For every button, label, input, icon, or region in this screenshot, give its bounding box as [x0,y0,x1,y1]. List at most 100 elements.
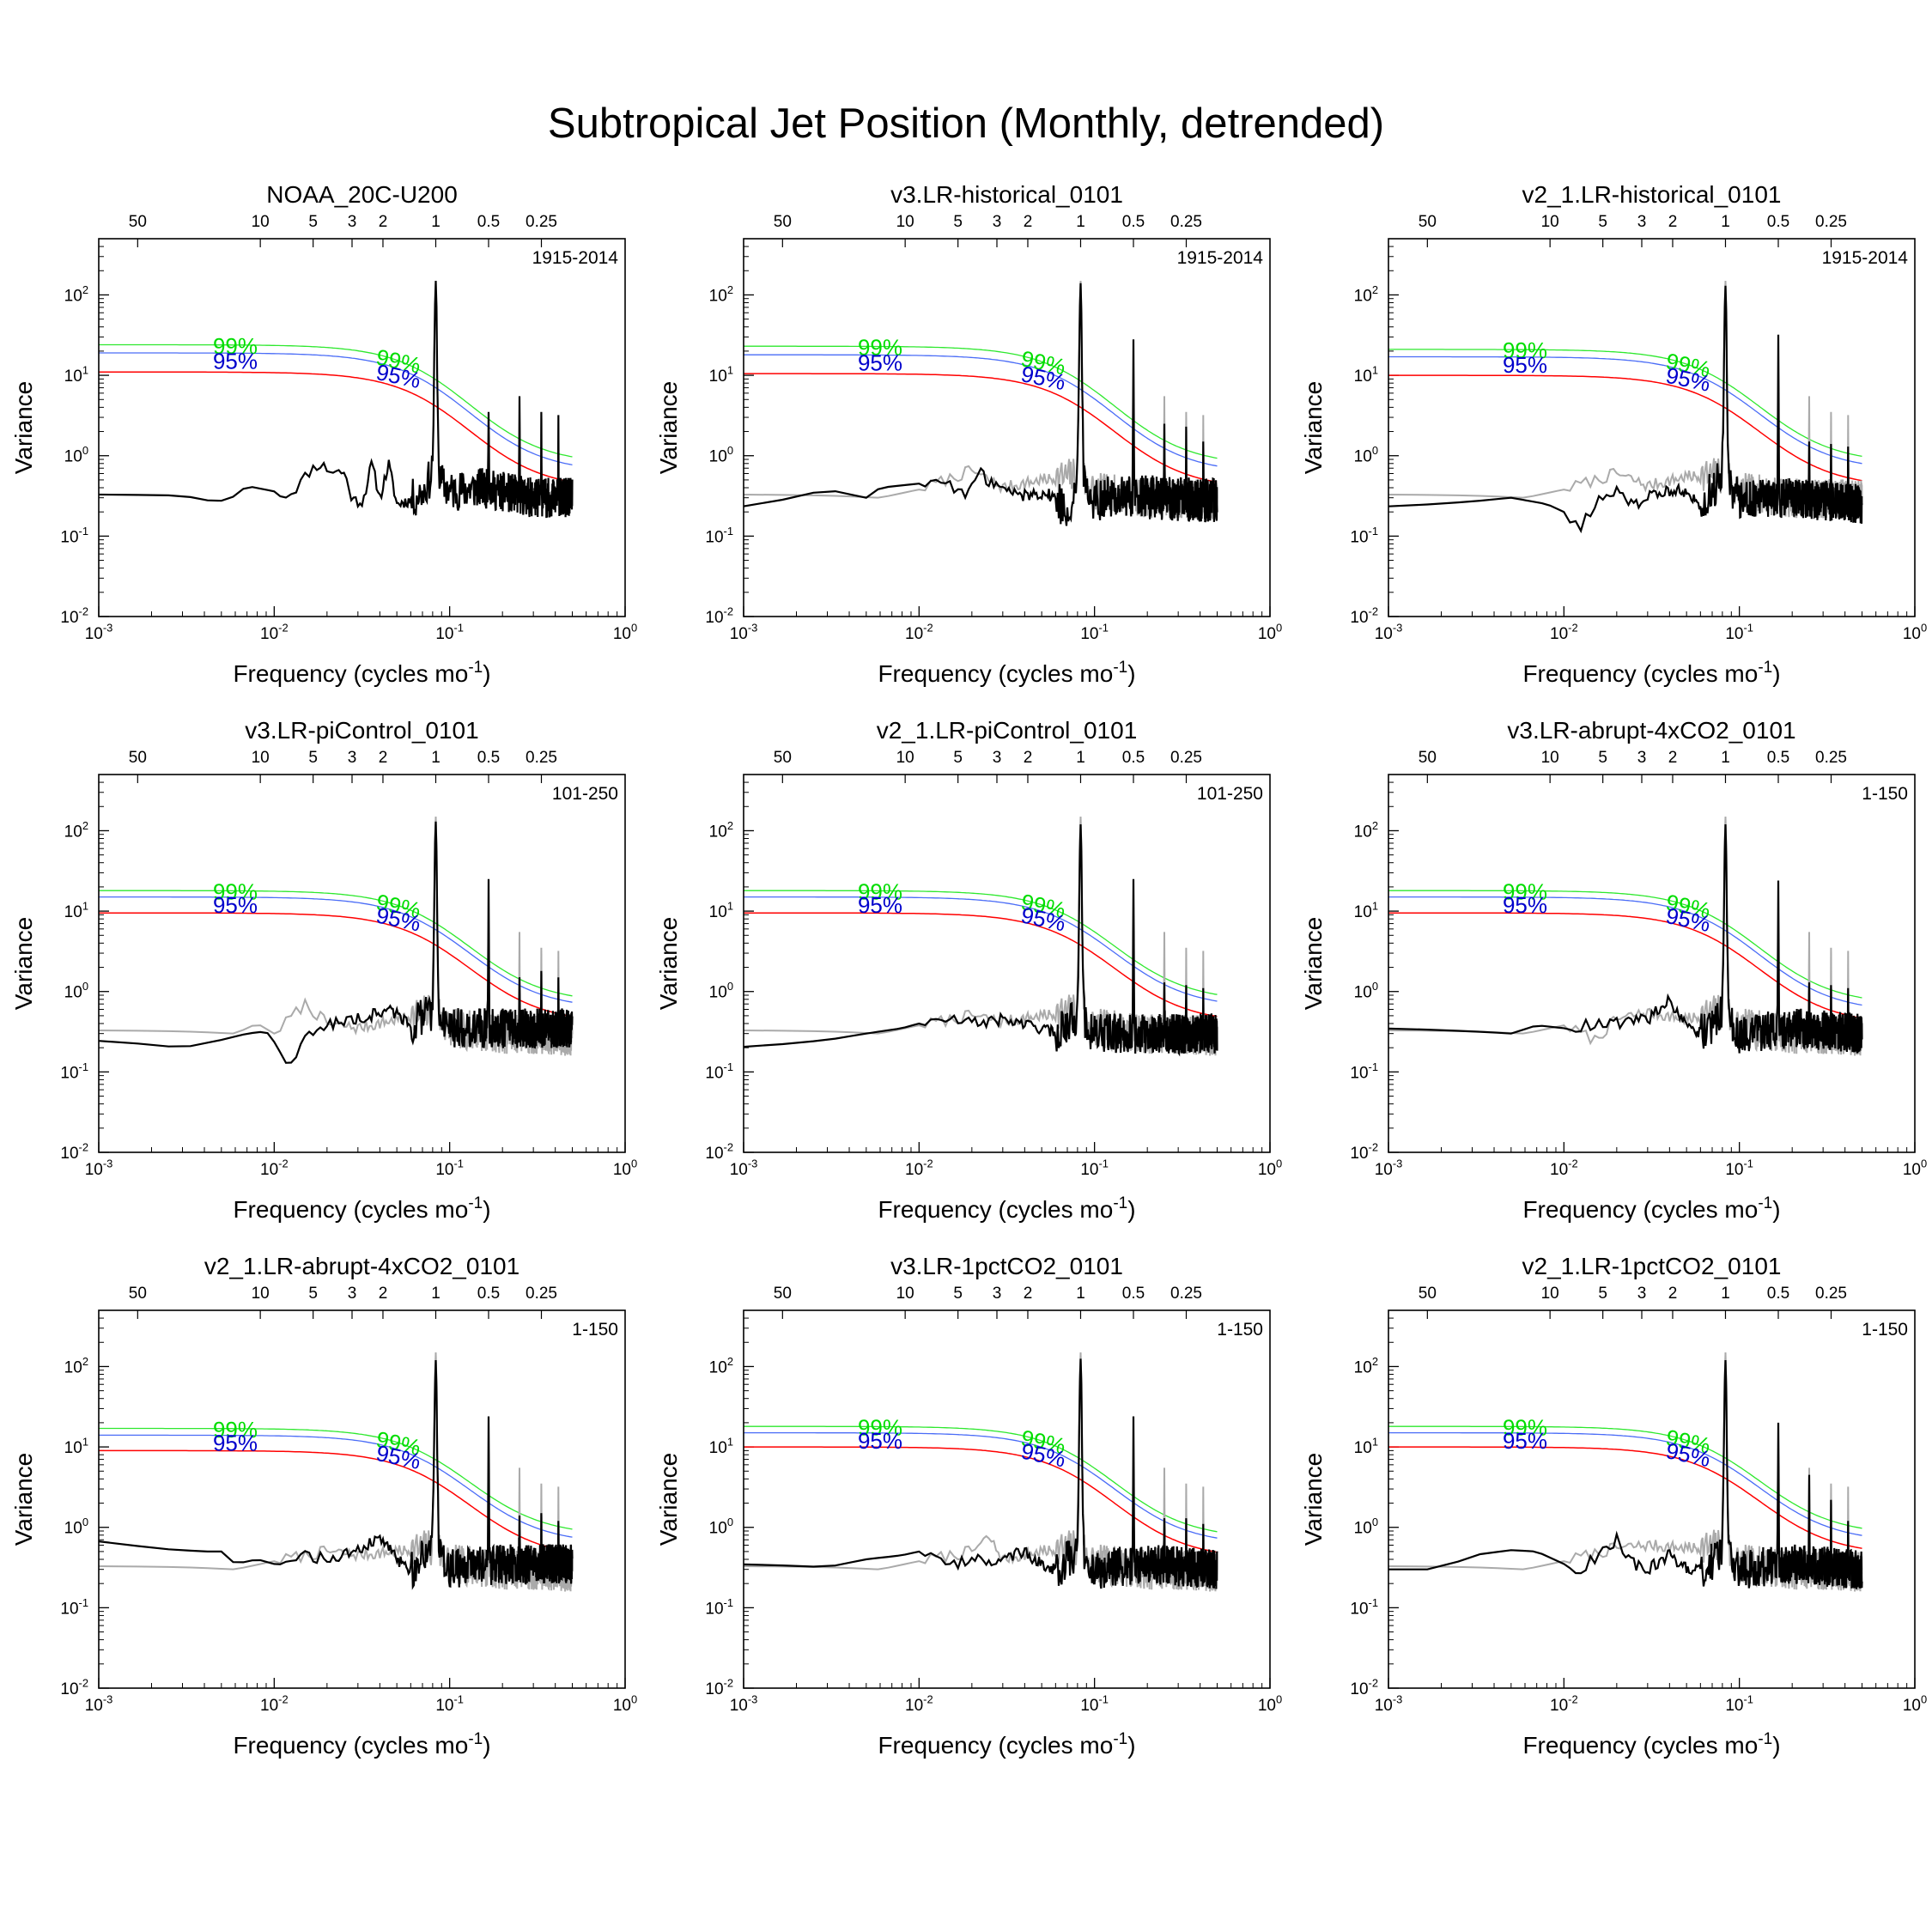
y-tick-label: 100 [64,444,88,466]
y-tick-label: 102 [1354,1355,1378,1377]
period-tick-label: 3 [1637,213,1647,231]
spectrum-line [1388,823,1863,1054]
period-tick-label: 0.5 [1767,1285,1789,1303]
plot-frame [98,774,626,1153]
x-tick-label: 10-3 [730,621,758,643]
markov-line [1388,912,1862,1019]
x-tick-label: 10-2 [905,1692,933,1715]
ci95-label: 95% [858,1428,902,1454]
period-tick-label: 3 [993,213,1002,231]
y-tick-label: 10-2 [1350,1676,1378,1698]
period-tick-label: 5 [1598,213,1607,231]
y-tick-label: 101 [709,364,733,386]
period-tick-label: 3 [993,749,1002,767]
ci99-line [99,890,573,997]
y-axis-label: Variance [1300,917,1327,1010]
spectrum-line [99,821,574,1064]
x-tick-label: 10-2 [905,621,933,643]
period-tick-label: 3 [348,1285,357,1303]
period-tick-label: 0.25 [1170,213,1202,231]
y-tick-label: 100 [709,444,733,466]
ci99-label: 99% [1503,878,1547,904]
period-tick-label: 1 [1721,1285,1730,1303]
x-tick-label: 10-1 [1080,1157,1109,1179]
y-tick-label: 10-1 [705,525,733,547]
y-tick-label: 101 [64,364,88,386]
period-tick-label: 50 [1419,1285,1437,1303]
ci99-line [99,343,573,458]
period-tick-label: 3 [348,213,357,231]
period-tick-label: 1 [1076,1285,1085,1303]
y-tick-label: 10-2 [1350,1140,1378,1163]
ci95-line [744,1431,1218,1539]
y-tick-label: 10-1 [1350,1596,1378,1619]
ci95-label: 95% [213,892,258,918]
period-tick-label: 10 [1541,1285,1559,1303]
period-tick-label: 0.5 [477,749,500,767]
ci99-line [744,345,1218,459]
x-tick-label: 10-1 [1725,621,1753,643]
period-tick-label: 0.5 [1122,213,1145,231]
y-tick-label: 101 [1354,900,1378,922]
y-tick-label: 10-1 [60,1060,88,1083]
panel-title: v2_1.LR-historical_0101 [1522,181,1782,208]
y-tick-label: 10-1 [705,1596,733,1619]
spectrum-line [1388,1359,1863,1589]
y-tick-label: 100 [64,980,88,1002]
period-tick-label: 0.5 [477,1285,500,1303]
period-tick-label: 10 [896,749,914,767]
ci95-line [744,354,1218,467]
y-tick-label: 10-1 [705,1060,733,1083]
period-label: 1915-2014 [1177,248,1264,268]
y-tick-label: 100 [1354,444,1378,466]
y-tick-label: 102 [1354,819,1378,841]
period-tick-label: 50 [1419,749,1437,767]
plot-area [99,280,574,519]
ci99-line [1388,890,1862,999]
y-tick-label: 100 [709,980,733,1002]
x-axis-label: Frequency (cycles mo-1) [1522,659,1780,687]
period-tick-label: 0.5 [477,213,500,231]
period-tick-label: 1 [1721,749,1730,767]
x-tick-label: 100 [613,1157,637,1179]
period-tick-label: 0.5 [1767,213,1789,231]
y-axis-label: Variance [1300,381,1327,474]
y-tick-label: 102 [709,1355,733,1377]
spectrum-line [744,823,1218,1057]
y-tick-label: 101 [64,900,88,922]
x-tick-label: 10-1 [435,1157,464,1179]
y-tick-label: 10-2 [60,1676,88,1698]
ci99-label: 99% [213,333,258,359]
ci99-line [744,890,1218,995]
period-tick-label: 0.25 [1815,749,1847,767]
reference-spectrum-line [99,816,574,1056]
period-tick-label: 0.25 [1815,1285,1847,1303]
y-tick-label: 10-2 [705,1676,733,1698]
x-tick-label: 10-1 [1725,1157,1753,1179]
panel-title: v3.LR-1pctCO2_0101 [890,1253,1123,1279]
plot-area [1388,280,1863,534]
period-tick-label: 1 [431,749,440,767]
x-tick-label: 10-3 [1375,621,1403,643]
ci99-label: 99% [858,1414,902,1440]
x-axis-label: Frequency (cycles mo-1) [878,659,1135,687]
markov-line [99,371,573,483]
period-tick-label: 10 [252,749,270,767]
x-axis-label: Frequency (cycles mo-1) [233,659,490,687]
period-tick-label: 50 [774,1285,792,1303]
period-tick-label: 5 [308,1285,318,1303]
period-tick-label: 1 [1076,213,1085,231]
x-tick-label: 10-1 [1080,1692,1109,1715]
period-tick-label: 10 [896,213,914,231]
y-axis-label: Variance [1300,1453,1327,1546]
period-tick-label: 0.5 [1122,1285,1145,1303]
period-label: 1-150 [1217,1320,1263,1340]
spectrum-line [99,280,574,519]
period-tick-label: 5 [953,213,963,231]
plot-area [99,1352,574,1592]
y-tick-label: 10-2 [705,605,733,627]
ci95-label: 95% [858,892,902,918]
